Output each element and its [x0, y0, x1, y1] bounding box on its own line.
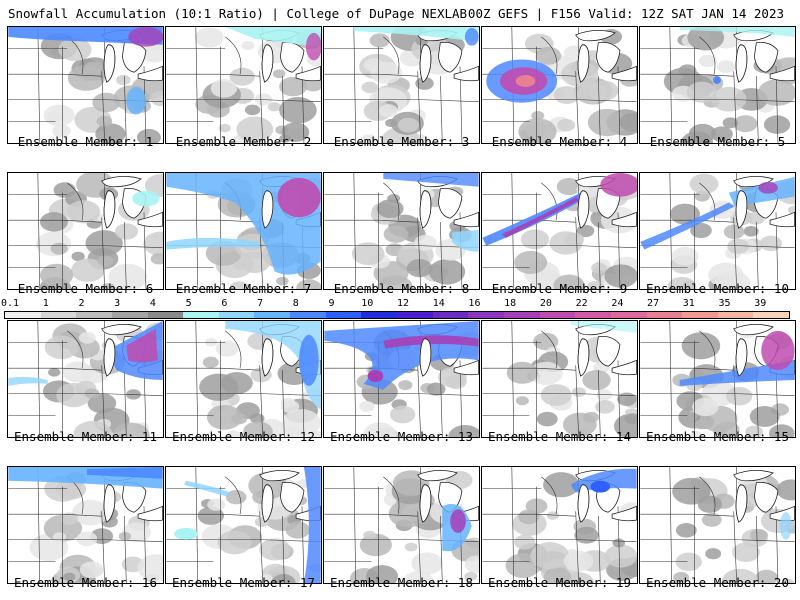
colorbar-label: 22 [575, 298, 588, 309]
colorbar-swatch [111, 312, 148, 318]
ensemble-member-label: Ensemble Member: 13 [330, 429, 473, 444]
ensemble-member-map-1 [7, 26, 164, 144]
colorbar-swatch [361, 312, 398, 318]
ensemble-member-label: Ensemble Member: 9 [491, 281, 628, 296]
ensemble-member-map-15 [639, 320, 796, 438]
ensemble-member-label: Ensemble Member: 11 [14, 429, 157, 444]
map-title: Snowfall Accumulation (10:1 Ratio) | Col… [8, 6, 468, 21]
ensemble-member-label: Ensemble Member: 3 [333, 134, 470, 149]
colorbar-label: 16 [468, 298, 481, 309]
colorbar-label: 10 [361, 298, 374, 309]
ensemble-member-map-17 [165, 466, 322, 584]
ensemble-member-map-6 [7, 172, 164, 290]
ensemble-member-map-13 [323, 320, 480, 438]
ensemble-member-map-5 [639, 26, 796, 144]
ensemble-member-label: Ensemble Member: 1 [17, 134, 154, 149]
colorbar-swatch [432, 312, 469, 318]
ensemble-member-map-11 [7, 320, 164, 438]
ensemble-member-label: Ensemble Member: 19 [488, 575, 631, 590]
colorbar-label: 20 [539, 298, 552, 309]
snowfall-colorbar [4, 311, 790, 319]
ensemble-member-map-10 [639, 172, 796, 290]
ensemble-member-map-9 [481, 172, 638, 290]
ensemble-member-map-19 [481, 466, 638, 584]
colorbar-swatch [753, 312, 790, 318]
colorbar-label: 24 [611, 298, 624, 309]
ensemble-member-map-3 [323, 26, 480, 144]
colorbar-swatch [218, 312, 255, 318]
colorbar-label: 7 [257, 298, 264, 309]
ensemble-member-label: Ensemble Member: 18 [330, 575, 473, 590]
colorbar-label: 3 [114, 298, 121, 309]
colorbar-swatch [575, 312, 611, 318]
ensemble-member-map-4 [481, 26, 638, 144]
colorbar-labels: 0.1 1 2 3 4 5 6 7 8 9 10 12 14 16 18 20 22 24 27 31 35 39 [0, 298, 796, 309]
ensemble-member-map-14 [481, 320, 638, 438]
ensemble-member-label: Ensemble Member: 15 [646, 429, 789, 444]
ensemble-member-label: Ensemble Member: 5 [649, 134, 786, 149]
colorbar-label: 4 [149, 298, 156, 309]
ensemble-member-label: Ensemble Member: 4 [491, 134, 628, 149]
colorbar-swatch [5, 312, 41, 318]
ensemble-member-label: Ensemble Member: 14 [488, 429, 631, 444]
colorbar-label: 0.1 [0, 298, 20, 309]
colorbar-label: 39 [754, 298, 767, 309]
colorbar-swatch [397, 312, 433, 318]
colorbar-swatch [468, 312, 504, 318]
colorbar-swatch [682, 312, 718, 318]
colorbar-swatch [254, 312, 291, 318]
colorbar-label: 6 [221, 298, 228, 309]
ensemble-member-label: Ensemble Member: 2 [175, 134, 312, 149]
colorbar-label: 12 [396, 298, 410, 309]
colorbar-label: 14 [432, 298, 445, 309]
ensemble-member-label: Ensemble Member: 10 [646, 281, 789, 296]
colorbar-label: 31 [682, 298, 695, 309]
colorbar-label: 27 [647, 298, 660, 309]
ensemble-member-map-20 [639, 466, 796, 584]
ensemble-member-map-18 [323, 466, 480, 584]
colorbar-swatch [76, 312, 112, 318]
colorbar-swatch [325, 312, 362, 318]
colorbar-label: 2 [78, 298, 85, 309]
colorbar-swatch [610, 312, 647, 318]
colorbar-label: 35 [718, 298, 731, 309]
colorbar-swatch [539, 312, 576, 318]
colorbar-label: 18 [504, 298, 517, 309]
colorbar-swatch [40, 312, 77, 318]
colorbar-swatch [646, 312, 683, 318]
ensemble-member-label: Ensemble Member: 12 [172, 429, 315, 444]
ensemble-member-map-7 [165, 172, 322, 290]
colorbar-swatch [503, 312, 540, 318]
colorbar-swatch [290, 312, 326, 318]
colorbar-label: 9 [328, 298, 335, 309]
ensemble-member-label: Ensemble Member: 20 [646, 575, 789, 590]
colorbar-label: 1 [42, 298, 49, 309]
ensemble-member-label: Ensemble Member: 6 [17, 281, 154, 296]
ensemble-member-label: Ensemble Member: 17 [172, 575, 315, 590]
ensemble-member-map-16 [7, 466, 164, 584]
colorbar-swatch [717, 312, 754, 318]
colorbar-label: 5 [185, 298, 192, 309]
ensemble-member-map-2 [165, 26, 322, 144]
ensemble-member-label: Ensemble Member: 7 [175, 281, 312, 296]
model-valid-time: 00Z GEFS | F156 Valid: 12Z SAT JAN 14 20… [467, 6, 784, 21]
ensemble-member-label: Ensemble Member: 8 [333, 281, 470, 296]
ensemble-member-map-12 [165, 320, 322, 438]
colorbar-swatch [183, 312, 219, 318]
colorbar-swatch [147, 312, 184, 318]
ensemble-member-label: Ensemble Member: 16 [14, 575, 157, 590]
colorbar-label: 8 [292, 298, 299, 309]
ensemble-member-map-8 [323, 172, 480, 290]
